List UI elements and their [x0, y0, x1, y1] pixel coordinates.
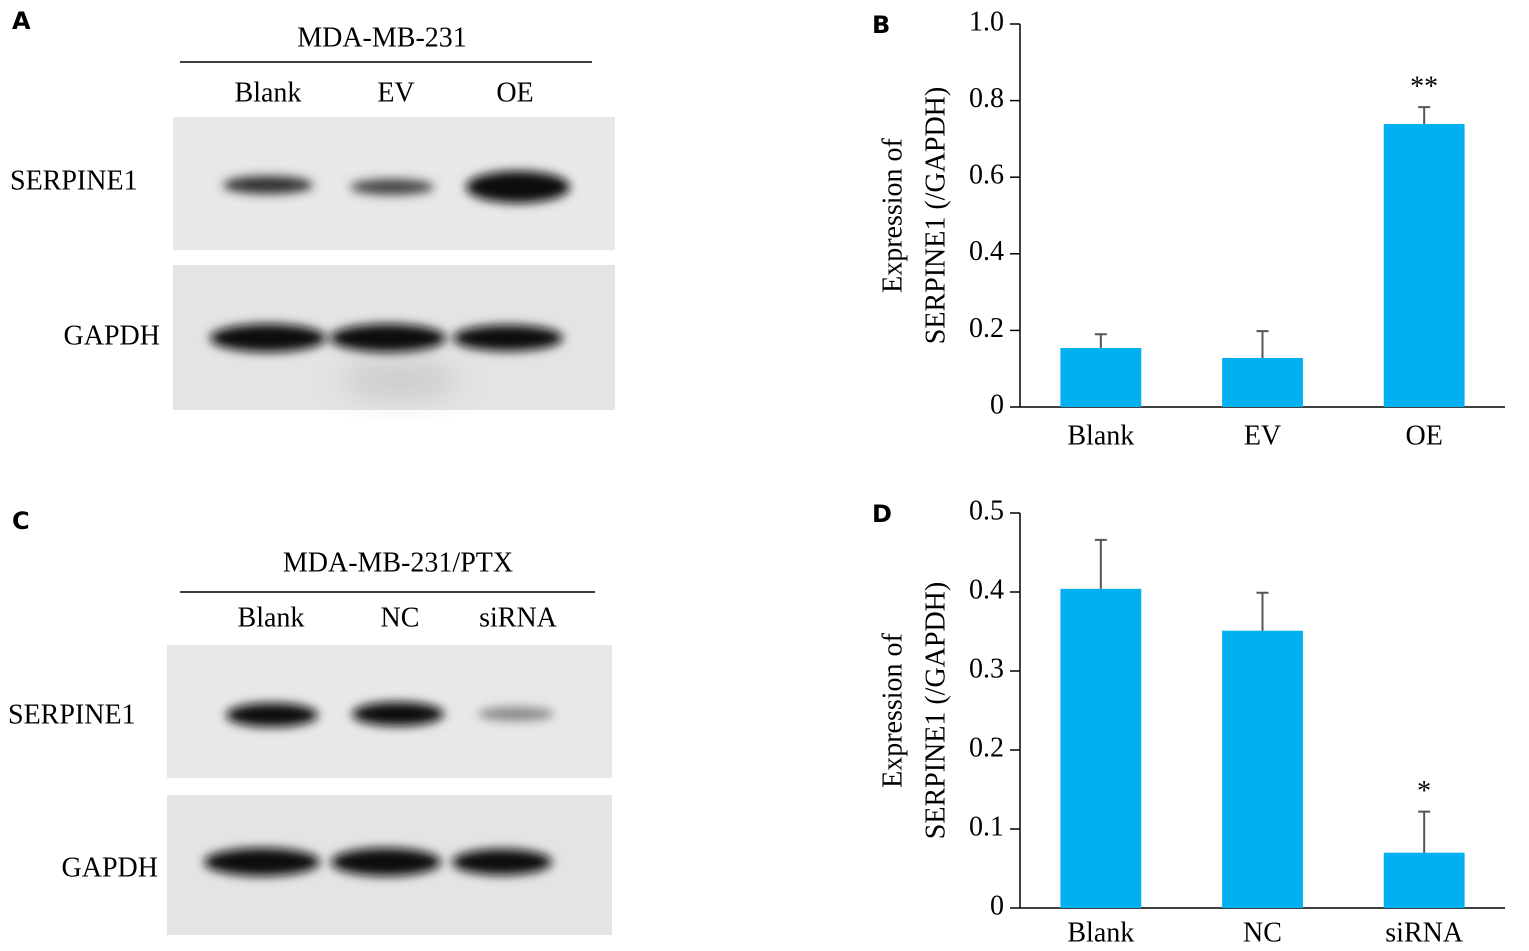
error-bar [1094, 538, 1107, 589]
bands [210, 324, 563, 352]
lane-label: Blank [235, 77, 302, 108]
significance: * [1417, 776, 1431, 807]
cell-line: MDA-MB-231/PTX [283, 547, 513, 578]
y-axis-label: SERPINE1 (/GAPDH) [920, 582, 951, 839]
y-axis-label: Expression of [877, 137, 908, 292]
x-tick-label: EV [1244, 420, 1281, 451]
error-bar [1094, 333, 1107, 349]
blot-panel: C MDA-MB-231/PTX Blank NC siRNA SERPINE1… [8, 507, 612, 935]
bar [1060, 588, 1142, 908]
lane-label: EV [377, 77, 414, 108]
bar [1222, 357, 1303, 407]
lane-label: OE [496, 77, 533, 108]
row-label: SERPINE1 [8, 699, 136, 730]
significance: ** [1410, 72, 1438, 103]
x-tick-label: Blank [1067, 917, 1134, 948]
x-tick-label: Blank [1067, 420, 1134, 451]
x-tick-label: siRNA [1385, 917, 1464, 948]
error-bar [1256, 330, 1269, 358]
y-tick-label: 0.3 [969, 653, 1004, 684]
y-tick-label: 0.8 [969, 83, 1004, 114]
y-tick-label: 0.5 [969, 495, 1004, 526]
bands [204, 848, 552, 876]
y-tick-label: 0.2 [969, 732, 1004, 763]
row-label: GAPDH [64, 320, 160, 351]
y-axis-label: Expression of [877, 632, 908, 787]
y-tick-label: 0 [990, 389, 1004, 420]
bar [1383, 123, 1465, 407]
x-tick-label: OE [1406, 420, 1443, 451]
y-tick-label: 0.4 [969, 574, 1004, 605]
y-tick-label: 0.6 [969, 160, 1004, 191]
error-bar [1256, 591, 1269, 631]
lane-label: siRNA [479, 602, 558, 633]
bar [1060, 348, 1142, 407]
y-tick-label: 0.2 [969, 313, 1004, 344]
y-axis-label: SERPINE1 (/GAPDH) [920, 87, 951, 344]
bar [1222, 630, 1303, 908]
lane-label: NC [381, 602, 420, 633]
bands [226, 702, 554, 727]
blot-panel: A MDA-MB-231 Blank EV OE SERPINE1 GAPDH [10, 7, 615, 410]
error-bar [1418, 106, 1431, 124]
row-label: GAPDH [62, 852, 158, 883]
cell-line: MDA-MB-231 [297, 22, 467, 53]
x-tick-label: NC [1243, 917, 1282, 948]
panel-label: C [12, 507, 30, 535]
bar [1383, 852, 1465, 908]
lane-label: Blank [238, 602, 305, 633]
y-tick-label: 1.0 [969, 6, 1004, 37]
error-bar [1418, 810, 1431, 853]
panel-label: B [872, 11, 890, 39]
panel-label: D [872, 500, 892, 528]
y-tick-label: 0.1 [969, 811, 1004, 842]
row-label: SERPINE1 [10, 165, 138, 196]
panel-label: A [12, 7, 31, 35]
y-tick-label: 0.4 [969, 236, 1004, 267]
y-tick-label: 0 [990, 890, 1004, 921]
bands [223, 171, 570, 203]
